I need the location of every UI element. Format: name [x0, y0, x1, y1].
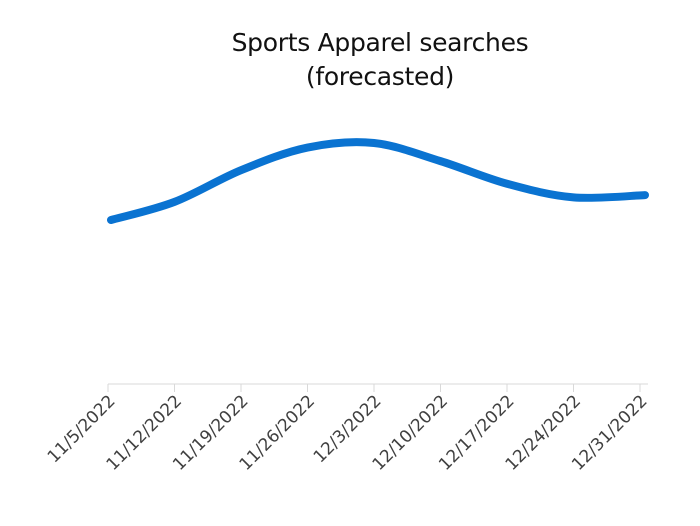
chart-title-line-2: (forecasted): [305, 62, 455, 91]
forecast-line: [107, 138, 649, 224]
chart-title-line-1: Sports Apparel searches: [231, 28, 529, 57]
x-axis-ticks: [107, 384, 641, 392]
chart-title: Sports Apparel searches (forecasted): [180, 26, 580, 94]
x-axis-labels: 11/5/202211/12/202211/19/202211/26/20221…: [44, 391, 652, 474]
